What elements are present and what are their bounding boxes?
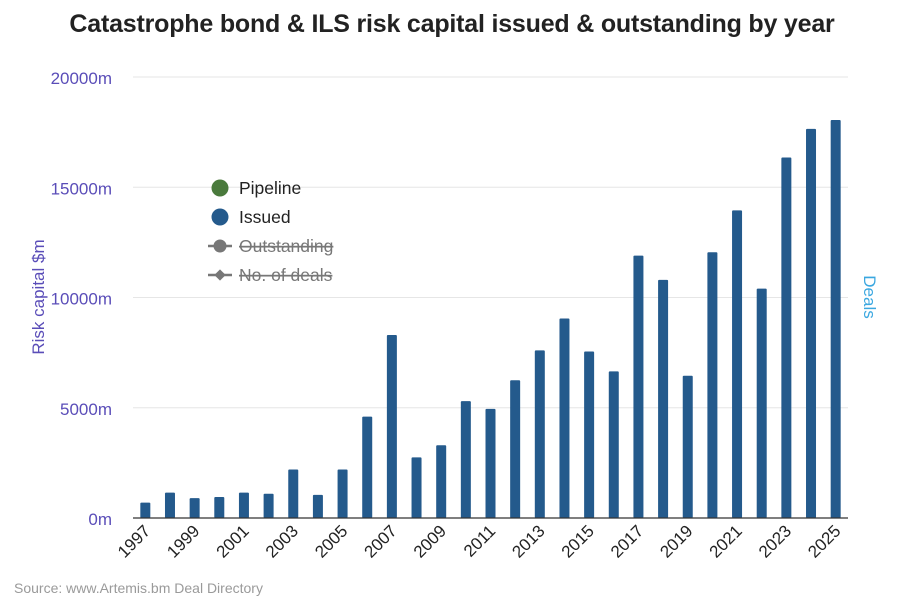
bar-1997: [140, 502, 151, 518]
x-axis-ticks: 1997 1999 2001 2003 2005 2007 2009 2011 2013 2015…: [114, 521, 845, 561]
bar-2009: [436, 445, 447, 518]
legend-label: Issued: [239, 207, 291, 227]
x-tick-label: 2023: [755, 521, 795, 561]
y-axis-ticks: 0m 5000m 10000m 15000m 20000m: [51, 69, 112, 529]
bar-1998: [164, 492, 175, 518]
bar-2008: [411, 457, 422, 518]
legend-marker: [214, 269, 226, 281]
bar-2006: [362, 416, 373, 518]
bar-2001: [238, 492, 249, 518]
x-tick-label: 2025: [804, 521, 844, 561]
x-tick-label: 2007: [361, 521, 401, 561]
legend-item-no-of-deals[interactable]: No. of deals: [208, 265, 333, 285]
gridlines: [133, 76, 848, 409]
x-tick-label: 2001: [213, 521, 253, 561]
bar-2003: [288, 469, 299, 518]
x-tick-label: 2011: [460, 521, 499, 560]
bar-2013: [534, 350, 545, 518]
x-tick-label: 2013: [508, 521, 548, 561]
y-tick-label: 15000m: [51, 179, 112, 198]
bar-2015: [584, 351, 595, 518]
x-tick-label: 1997: [114, 521, 154, 561]
bars: [140, 119, 841, 519]
bar-2012: [510, 380, 521, 518]
x-tick-label: 1999: [163, 521, 203, 561]
y-tick-label: 20000m: [51, 69, 112, 88]
x-tick-label: 2005: [311, 521, 351, 561]
y-tick-label: 0m: [88, 510, 112, 529]
bar-2017: [633, 255, 644, 519]
y-axis-label: Risk capital $m: [29, 239, 48, 354]
legend-item-outstanding[interactable]: Outstanding: [208, 236, 333, 256]
x-tick-label: 2017: [607, 521, 647, 561]
bar-2004: [312, 494, 323, 518]
legend-marker: [211, 208, 229, 226]
legend-marker: [213, 239, 227, 253]
legend-label: No. of deals: [239, 265, 333, 285]
legend-item-issued[interactable]: Issued: [211, 207, 291, 227]
x-tick-label: 2003: [262, 521, 302, 561]
legend-item-pipeline[interactable]: Pipeline: [211, 178, 302, 198]
bar-2007: [386, 334, 397, 518]
bar-2000: [214, 497, 225, 518]
bar-2005: [337, 469, 348, 518]
source-note: Source: www.Artemis.bm Deal Directory: [14, 580, 263, 596]
legend-label: Outstanding: [239, 236, 333, 256]
bar-2024: [806, 128, 817, 518]
x-tick-label: 2019: [656, 521, 696, 561]
bar-2016: [608, 371, 619, 518]
bar-2021: [732, 210, 743, 518]
y-tick-label: 5000m: [60, 400, 112, 419]
legend-label: Pipeline: [239, 178, 301, 198]
y2-axis-label: Deals: [860, 275, 879, 318]
bar-2020: [707, 252, 718, 519]
legend-marker: [211, 179, 229, 197]
bar-2002: [263, 493, 274, 518]
legend: Pipeline Issued Outstanding No. of deals: [208, 178, 333, 285]
bar-2022: [756, 288, 767, 518]
chart-title: Catastrophe bond & ILS risk capital issu…: [69, 10, 835, 38]
bar-2014: [559, 318, 570, 518]
x-tick-label: 2021: [706, 521, 746, 561]
bar-2010: [460, 401, 471, 518]
x-tick-label: 2015: [558, 521, 598, 561]
x-tick-label: 2009: [410, 521, 450, 561]
bar-1999: [189, 498, 200, 518]
y-tick-label: 10000m: [51, 290, 112, 309]
bar-2023: [781, 157, 792, 519]
bar-2019: [682, 375, 693, 518]
bar-2025: [830, 119, 841, 518]
bar-2018: [658, 279, 669, 518]
bar-2011: [485, 408, 496, 518]
